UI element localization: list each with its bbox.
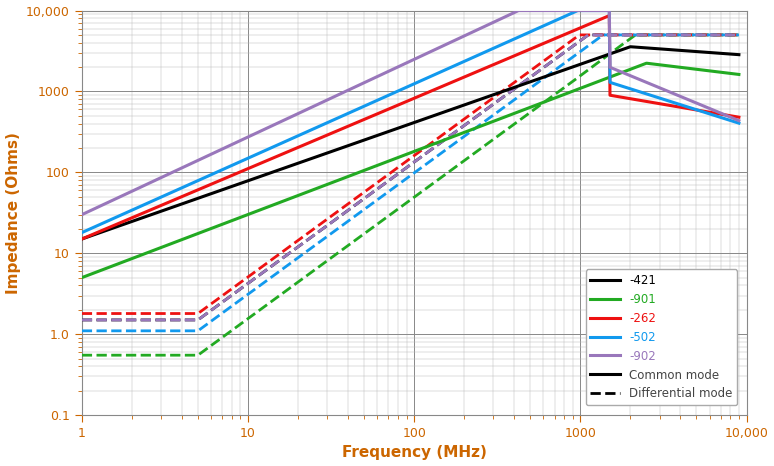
X-axis label: Frequency (MHz): Frequency (MHz) (341, 445, 487, 460)
Y-axis label: Impedance (Ohms): Impedance (Ohms) (5, 132, 21, 294)
Legend: -421, -901, -262, -502, -902, Common mode, Differential mode: -421, -901, -262, -502, -902, Common mod… (585, 269, 738, 405)
